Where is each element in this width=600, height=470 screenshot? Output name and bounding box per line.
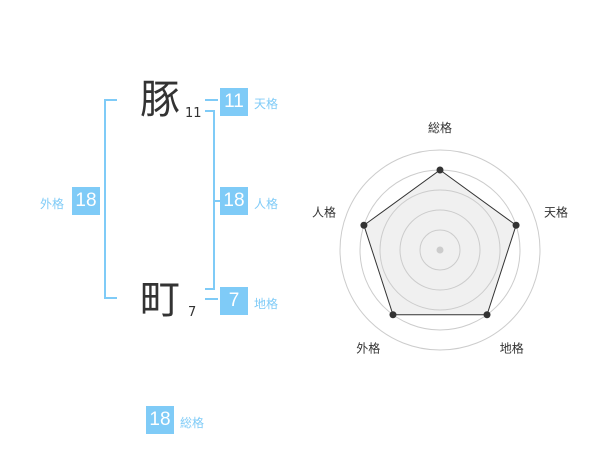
soukaku-label: 総格 bbox=[180, 416, 205, 430]
tenkaku-label: 天格 bbox=[254, 97, 279, 111]
radar-ring bbox=[379, 189, 501, 311]
bracket-tick bbox=[104, 297, 117, 299]
bracket-tick bbox=[205, 110, 215, 112]
radar-axis-label: 外格 bbox=[356, 341, 380, 356]
chikaku-label: 地格 bbox=[254, 297, 279, 311]
radar-ring bbox=[339, 149, 541, 351]
stroke-count-2: 7 bbox=[188, 305, 197, 320]
chikaku-value: 7 bbox=[220, 287, 248, 315]
bracket-tick bbox=[205, 288, 215, 290]
tenkaku-connector bbox=[205, 99, 218, 101]
gaikaku-label: 外格 bbox=[40, 197, 65, 211]
gaikaku-value: 18 bbox=[72, 187, 100, 215]
jinkaku-bracket bbox=[213, 110, 215, 290]
radar-point bbox=[512, 221, 520, 229]
radar-outline bbox=[363, 169, 517, 316]
name-char-1: 豚 bbox=[140, 77, 180, 123]
radar-axis-label: 天格 bbox=[544, 204, 568, 219]
radar-axis-label: 地格 bbox=[500, 341, 524, 356]
stroke-count-1: 11 bbox=[185, 106, 202, 121]
radar-ring bbox=[399, 209, 481, 291]
bracket-tick bbox=[104, 99, 117, 101]
radar-center bbox=[436, 246, 444, 254]
radar-axis-label: 総格 bbox=[428, 120, 452, 135]
tenkaku-value: 11 bbox=[220, 88, 248, 116]
radar-point bbox=[360, 221, 368, 229]
chikaku-connector bbox=[205, 298, 218, 300]
name-char-2: 町 bbox=[140, 277, 180, 323]
radar-point bbox=[483, 311, 491, 319]
soukaku-value: 18 bbox=[146, 406, 174, 434]
radar-point bbox=[389, 311, 397, 319]
jinkaku-value: 18 bbox=[220, 187, 248, 215]
radar-point bbox=[436, 166, 444, 174]
gaikaku-bracket bbox=[104, 99, 106, 299]
radar-fill bbox=[363, 170, 517, 315]
radar-ring bbox=[419, 229, 461, 271]
jinkaku-connector bbox=[215, 200, 220, 202]
jinkaku-label: 人格 bbox=[254, 197, 279, 211]
radar-axis-label: 人格 bbox=[312, 204, 336, 219]
